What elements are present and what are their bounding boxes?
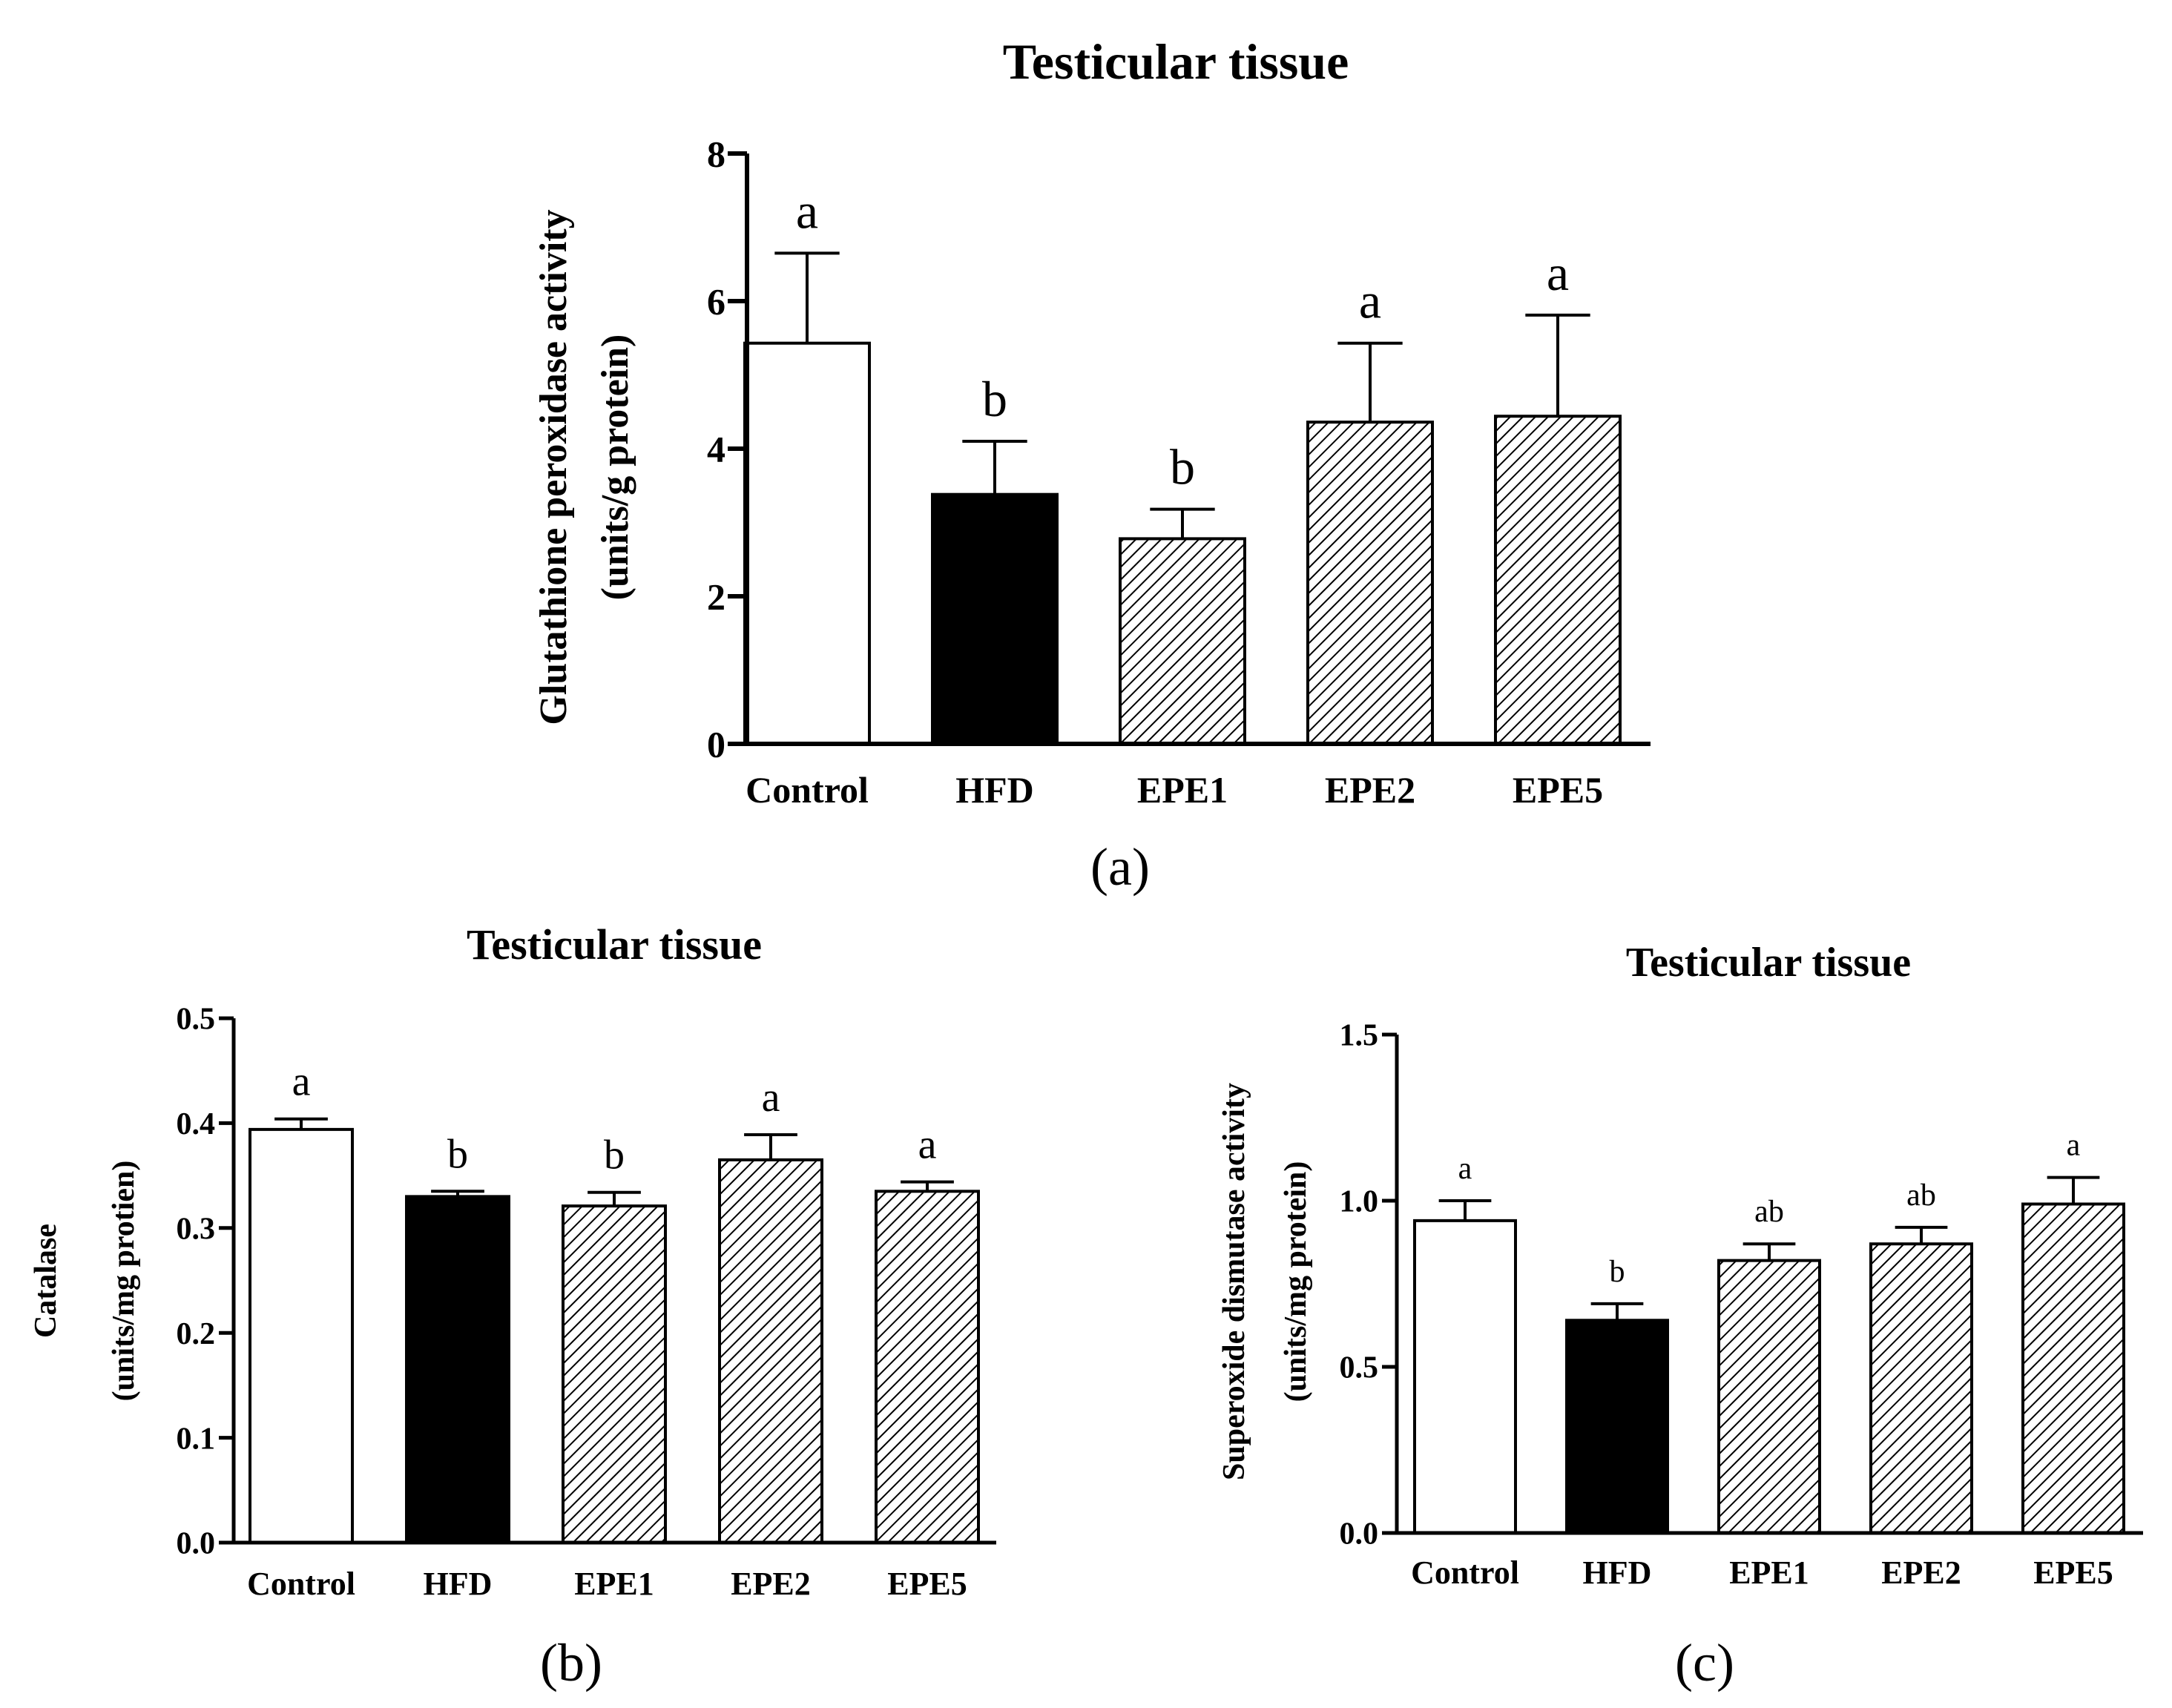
significance-label: b: [447, 1131, 468, 1177]
significance-label: a: [1458, 1152, 1472, 1186]
chart-title: Testicular tissue: [467, 920, 762, 969]
x-tick-label: EPE2: [731, 1566, 811, 1602]
y-tick-label: 0.5: [1340, 1351, 1379, 1385]
x-tick-label: Control: [247, 1566, 355, 1602]
y-tick-label: 0.0: [177, 1527, 216, 1561]
y-tick-label: 8: [707, 133, 725, 175]
bar-epe1: [1119, 537, 1246, 745]
y-tick-label: 6: [707, 281, 725, 323]
panel-label: (c): [1675, 1633, 1734, 1692]
significance-label: a: [292, 1059, 311, 1105]
bar-hfd: [931, 492, 1059, 745]
y-tick-label: 1.0: [1340, 1185, 1379, 1219]
significance-label: b: [604, 1132, 625, 1178]
bar-epe2: [718, 1158, 823, 1544]
x-tick-label: EPE2: [1881, 1554, 1961, 1591]
significance-label: b: [982, 371, 1007, 427]
significance-label: a: [1359, 273, 1381, 329]
chart-panel-b: Testicular tissue Catalase (units/mg proti…: [29, 920, 996, 1692]
bar-control: [743, 341, 871, 745]
y-axis-label: Catalase: [29, 1224, 63, 1338]
x-tick-label: EPE1: [1137, 769, 1228, 811]
bar-epe1: [1717, 1259, 1821, 1534]
x-tick-label: EPE2: [1325, 769, 1415, 811]
significance-label: ab: [1754, 1195, 1784, 1229]
bar-epe1: [562, 1204, 667, 1544]
bar-epe5: [2021, 1202, 2125, 1534]
bar-epe2: [1869, 1242, 1973, 1534]
chart-title: Testicular tissue: [1003, 33, 1349, 90]
panel-label: (a): [1090, 837, 1150, 897]
x-tick-label: EPE5: [1513, 769, 1603, 811]
significance-label: a: [2067, 1129, 2081, 1163]
y-axis-label: Superoxide dismutase activity: [1217, 1083, 1251, 1480]
x-tick-label: Control: [1411, 1554, 1519, 1591]
y-tick-label: 0: [707, 724, 725, 765]
y-axis-unit-label: (units/mg protien): [107, 1161, 141, 1402]
y-tick-label: 0.2: [177, 1317, 216, 1351]
y-tick-label: 0.0: [1340, 1517, 1379, 1552]
charts-root: Testicular tissue Glutathione peroxidase …: [29, 33, 2143, 1692]
x-tick-label: EPE1: [1729, 1554, 1809, 1591]
bar-hfd: [1565, 1319, 1669, 1535]
y-tick-label: 0.5: [177, 1003, 216, 1037]
bar-hfd: [405, 1195, 510, 1544]
y-tick-label: 4: [707, 429, 725, 470]
y-axis-unit-label: (units/g protein): [594, 334, 636, 601]
bar-epe5: [1494, 415, 1622, 745]
x-tick-label: HFD: [1583, 1554, 1652, 1591]
chart-panel-c: Testicular tissue Superoxide dismutase ac…: [1217, 940, 2143, 1692]
y-tick-label: 0.3: [177, 1213, 216, 1247]
significance-label: a: [918, 1122, 937, 1168]
bar-control: [249, 1127, 354, 1545]
significance-label: b: [1610, 1255, 1625, 1289]
chart-title: Testicular tissue: [1626, 940, 1911, 986]
significance-label: a: [796, 182, 818, 239]
y-axis-label: Glutathione peroxidase activity: [533, 209, 575, 725]
significance-label: b: [1170, 439, 1195, 495]
significance-label: ab: [1906, 1178, 1936, 1213]
bar-control: [1413, 1219, 1517, 1534]
x-tick-label: EPE5: [887, 1566, 967, 1602]
chart-panel-a: Testicular tissue Glutathione peroxidase …: [533, 33, 1651, 897]
bar-epe2: [1306, 421, 1434, 745]
y-tick-label: 0.1: [177, 1422, 216, 1456]
significance-label: a: [1547, 245, 1569, 301]
y-tick-label: 1.5: [1340, 1019, 1379, 1053]
x-tick-label: Control: [746, 769, 869, 811]
x-tick-label: EPE5: [2033, 1554, 2113, 1591]
panel-label: (b): [540, 1633, 602, 1692]
y-axis-unit-label: (units/mg protein): [1279, 1161, 1313, 1402]
x-tick-label: HFD: [424, 1566, 493, 1602]
x-tick-label: EPE1: [574, 1566, 654, 1602]
bar-epe5: [875, 1190, 980, 1545]
y-tick-label: 0.4: [177, 1107, 216, 1141]
y-tick-label: 2: [707, 576, 725, 618]
x-tick-label: HFD: [955, 769, 1034, 811]
significance-label: a: [762, 1075, 780, 1121]
